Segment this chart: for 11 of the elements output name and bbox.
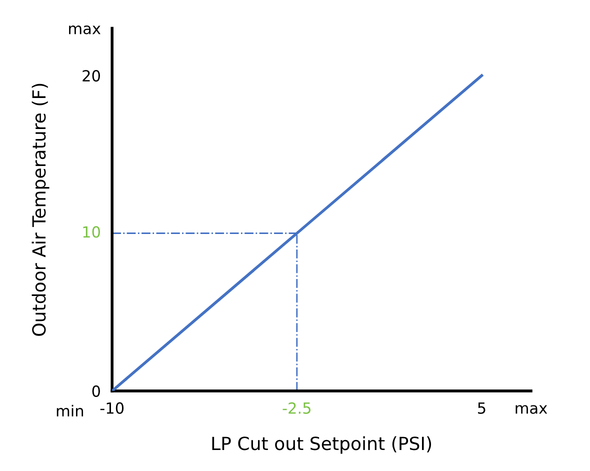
y-tick-label: 20	[82, 70, 100, 82]
y-axis-title: Outdoor Air Temperature (F)	[32, 84, 50, 336]
x-tick-label: max	[516, 405, 548, 414]
y-tick-label: max	[69, 26, 100, 34]
x-tick-label: -10	[100, 402, 124, 414]
y-tick-label: 0	[92, 385, 100, 397]
ref-line-label: -2.5	[282, 402, 310, 414]
ref-line-label: 10	[83, 226, 100, 238]
text: min	[56, 404, 84, 416]
x-axis-title: LP Cut out Setpoint (PSI)	[212, 436, 432, 454]
x-tick-label: 5	[478, 402, 486, 414]
